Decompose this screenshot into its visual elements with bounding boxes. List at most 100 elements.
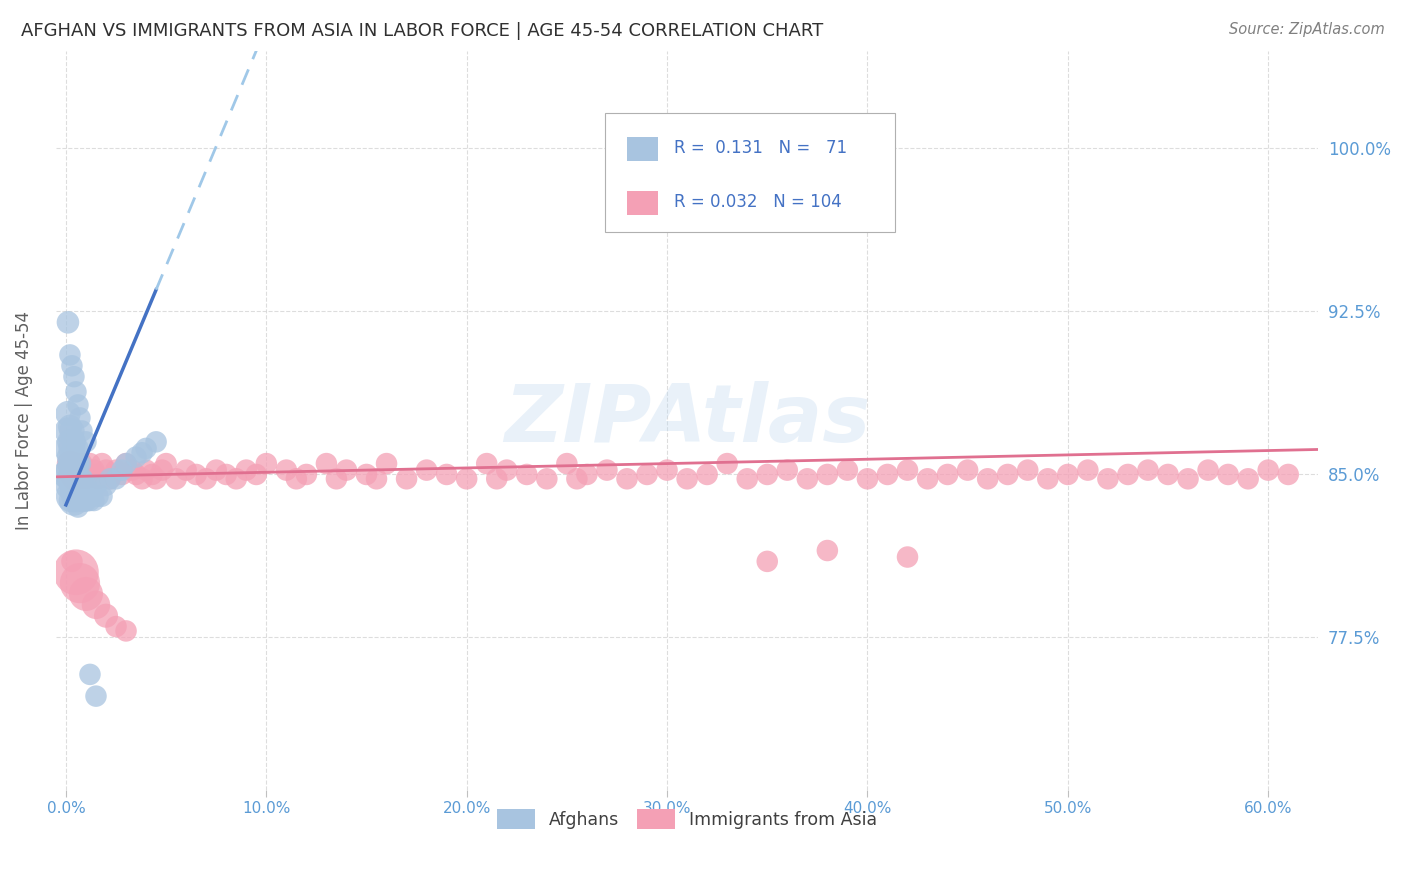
Point	[69, 576, 91, 591]
Point	[66, 463, 89, 477]
Point	[59, 348, 82, 362]
FancyBboxPatch shape	[605, 113, 896, 232]
Point	[70, 489, 93, 503]
Point	[125, 467, 148, 482]
Text: R = 0.032   N = 104: R = 0.032 N = 104	[675, 194, 842, 211]
Point	[59, 463, 82, 477]
Point	[98, 472, 121, 486]
Point	[1036, 472, 1059, 486]
Legend: Afghans, Immigrants from Asia: Afghans, Immigrants from Asia	[491, 803, 884, 837]
Point	[59, 478, 82, 492]
Point	[285, 472, 308, 486]
Point	[1197, 463, 1219, 477]
Point	[60, 467, 83, 482]
Point	[60, 554, 83, 568]
Point	[121, 463, 143, 477]
Point	[565, 472, 588, 486]
Point	[91, 457, 114, 471]
Point	[997, 467, 1019, 482]
Point	[60, 424, 83, 438]
Point	[60, 457, 83, 471]
Point	[375, 457, 398, 471]
Point	[84, 598, 107, 612]
Point	[65, 478, 87, 492]
Point	[295, 467, 318, 482]
Point	[536, 472, 558, 486]
Point	[976, 472, 998, 486]
Point	[59, 419, 82, 434]
Point	[616, 472, 638, 486]
Point	[796, 472, 818, 486]
Point	[245, 467, 267, 482]
Point	[63, 472, 86, 486]
Point	[1116, 467, 1139, 482]
Point	[174, 463, 197, 477]
Point	[59, 457, 82, 471]
Point	[1277, 467, 1299, 482]
Point	[415, 463, 437, 477]
Point	[73, 467, 96, 482]
Point	[555, 457, 578, 471]
Point	[60, 472, 83, 486]
Point	[395, 472, 418, 486]
Point	[1136, 463, 1159, 477]
Point	[456, 472, 478, 486]
Point	[186, 467, 208, 482]
Point	[77, 489, 100, 503]
Point	[1177, 472, 1199, 486]
Point	[65, 463, 87, 477]
Point	[94, 608, 117, 623]
Y-axis label: In Labor Force | Age 45-54: In Labor Force | Age 45-54	[15, 310, 32, 530]
Point	[65, 493, 87, 508]
Point	[56, 442, 79, 456]
Point	[676, 472, 699, 486]
Point	[63, 472, 86, 486]
Point	[65, 384, 87, 399]
Point	[66, 500, 89, 514]
Point	[56, 467, 79, 482]
Point	[60, 484, 83, 499]
Point	[94, 463, 117, 477]
Point	[70, 457, 93, 471]
Point	[325, 472, 347, 486]
Point	[105, 463, 128, 477]
Point	[70, 472, 93, 486]
Point	[716, 457, 738, 471]
Point	[596, 463, 619, 477]
Text: R =  0.131   N =   71: R = 0.131 N = 71	[675, 139, 848, 157]
Point	[91, 489, 114, 503]
Point	[655, 463, 678, 477]
Point	[105, 472, 128, 486]
Point	[696, 467, 718, 482]
Point	[111, 463, 134, 477]
Point	[60, 359, 83, 373]
Point	[83, 493, 105, 508]
Point	[75, 587, 97, 601]
Point	[84, 467, 107, 482]
Point	[69, 411, 91, 425]
Point	[65, 566, 87, 580]
Point	[141, 467, 163, 482]
Point	[1257, 463, 1279, 477]
Point	[111, 467, 134, 482]
Point	[69, 472, 91, 486]
Point	[735, 472, 758, 486]
Point	[84, 689, 107, 703]
Point	[105, 619, 128, 633]
Point	[63, 484, 86, 499]
Point	[335, 463, 357, 477]
Point	[1157, 467, 1180, 482]
Point	[65, 442, 87, 456]
Point	[63, 493, 86, 508]
Point	[65, 472, 87, 486]
Point	[115, 457, 138, 471]
Point	[145, 472, 167, 486]
Point	[1077, 463, 1099, 477]
Point	[1097, 472, 1119, 486]
Point	[75, 478, 97, 492]
Point	[917, 472, 939, 486]
Point	[56, 315, 79, 329]
Point	[83, 463, 105, 477]
Point	[896, 549, 918, 564]
Point	[70, 424, 93, 438]
